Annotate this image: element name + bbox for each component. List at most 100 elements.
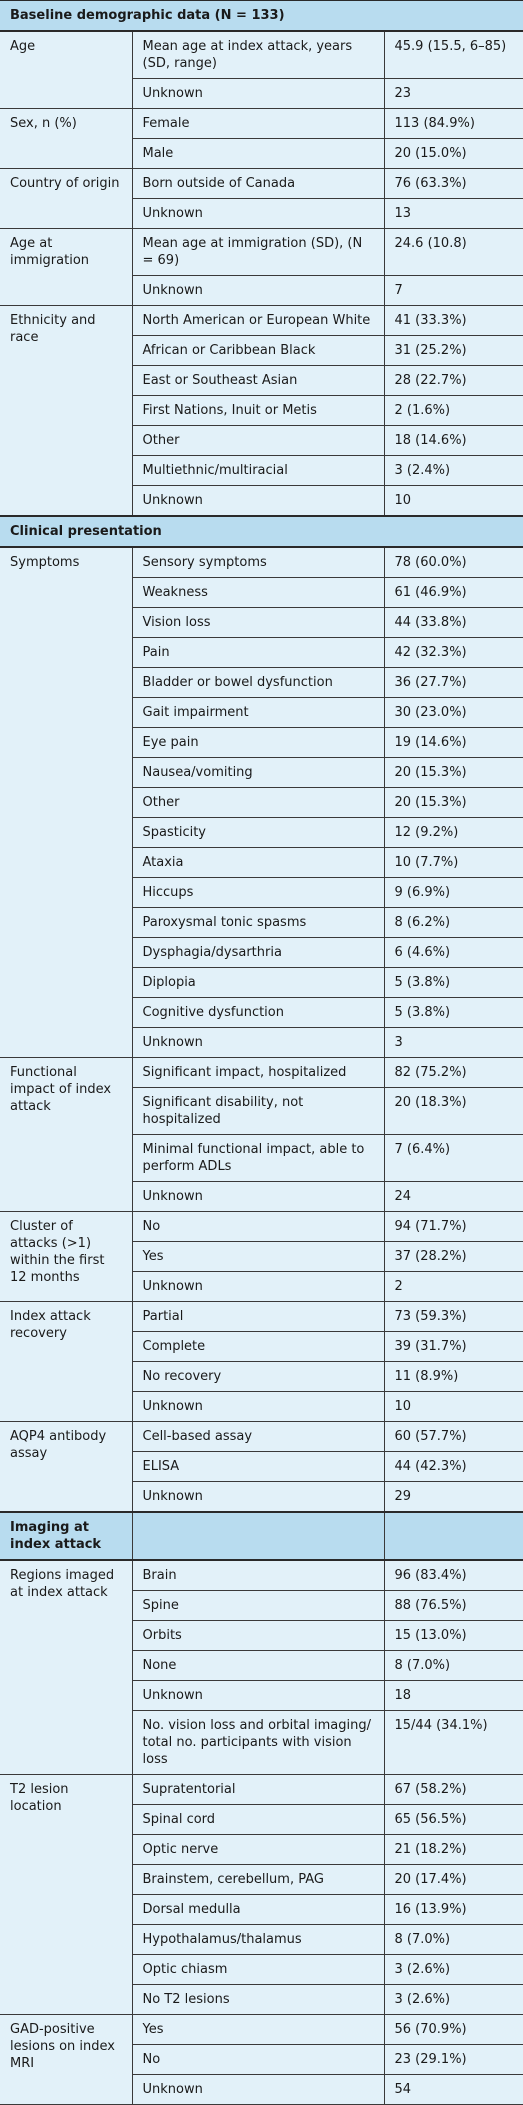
item-cell: ELISA	[132, 1451, 385, 1482]
value-cell: 94 (71.7%)	[384, 1211, 523, 1242]
value-cell: 41 (33.3%)	[384, 305, 523, 336]
item-cell: Supratentorial	[132, 1774, 385, 1805]
value-cell: 7	[384, 275, 523, 306]
item-cell: Cell-based assay	[132, 1421, 385, 1452]
table-row: Hiccups 9 (6.9%)	[0, 877, 523, 908]
item-cell: Weakness	[132, 577, 385, 608]
table-row: T2 lesion location Supratentorial 67 (58.2…	[0, 1774, 523, 2015]
section-title: Imaging at index attack	[0, 1511, 133, 1561]
item-cell: Male	[132, 138, 385, 169]
item-cell: Unknown	[132, 1271, 385, 1302]
table-row: Brainstem, cerebellum, PAG 20 (17.4%)	[0, 1864, 523, 1895]
item-cell: No T2 lesions	[132, 1984, 385, 2015]
value-cell: 10	[384, 1391, 523, 1422]
table-row: GAD-positive lesions on index MRI Yes 56 (…	[0, 2014, 523, 2105]
item-cell: Spasticity	[132, 817, 385, 848]
table-row: None 8 (7.0%)	[0, 1650, 523, 1681]
value-cell: 28 (22.7%)	[384, 365, 523, 396]
table-row: Other 18 (14.6%)	[0, 425, 523, 456]
table-row: Weakness 61 (46.9%)	[0, 577, 523, 608]
item-cell: Partial	[132, 1301, 385, 1332]
item-cell: Minimal functional impact, able to perfo…	[132, 1134, 385, 1182]
value-cell: 39 (31.7%)	[384, 1331, 523, 1362]
item-cell: Cognitive dysfunction	[132, 997, 385, 1028]
item-cell: Hiccups	[132, 877, 385, 908]
table-row: First Nations, Inuit or Metis 2 (1.6%)	[0, 395, 523, 426]
value-cell: 44 (33.8%)	[384, 607, 523, 638]
item-cell: Significant impact, hospitalized	[132, 1057, 385, 1088]
item-cell: Optic nerve	[132, 1834, 385, 1865]
value-cell: 23 (29.1%)	[384, 2044, 523, 2075]
value-cell: 5 (3.8%)	[384, 997, 523, 1028]
item-cell: Nausea/vomiting	[132, 757, 385, 788]
value-cell: 18 (14.6%)	[384, 425, 523, 456]
table-row: Ethnicity and race North American or Euro…	[0, 305, 523, 517]
section-header-cell	[384, 1511, 523, 1561]
table-row: Spine 88 (76.5%)	[0, 1590, 523, 1621]
group-label: Index attack recovery	[0, 1301, 133, 1422]
table-row: Other 20 (15.3%)	[0, 787, 523, 818]
item-cell: None	[132, 1650, 385, 1681]
table-row: Dysphagia/dysarthria 6 (4.6%)	[0, 937, 523, 968]
value-cell: 10	[384, 485, 523, 517]
table-row: Spinal cord 65 (56.5%)	[0, 1804, 523, 1835]
item-cell: Female	[132, 108, 385, 139]
item-cell: Other	[132, 787, 385, 818]
table-row: Cluster of attacks (>1) within the first…	[0, 1211, 523, 1302]
value-cell: 31 (25.2%)	[384, 335, 523, 366]
table-row: Bladder or bowel dysfunction 36 (27.7%)	[0, 667, 523, 698]
item-cell: Gait impairment	[132, 697, 385, 728]
item-cell: Diplopia	[132, 967, 385, 998]
value-cell: 8 (6.2%)	[384, 907, 523, 938]
table-row: Unknown 10	[0, 485, 523, 517]
item-cell: Complete	[132, 1331, 385, 1362]
value-cell: 54	[384, 2074, 523, 2105]
table-row: Functional impact of index attack Signifi…	[0, 1057, 523, 1212]
group-label: Functional impact of index attack	[0, 1057, 133, 1212]
item-cell: No. vision loss and orbital imaging/ tot…	[132, 1710, 385, 1775]
table-row: Cognitive dysfunction 5 (3.8%)	[0, 997, 523, 1028]
value-cell: 61 (46.9%)	[384, 577, 523, 608]
item-cell: Paroxysmal tonic spasms	[132, 907, 385, 938]
item-cell: Sensory symptoms	[132, 547, 385, 578]
value-cell: 24	[384, 1181, 523, 1212]
table-row: Ataxia 10 (7.7%)	[0, 847, 523, 878]
value-cell: 44 (42.3%)	[384, 1451, 523, 1482]
item-cell: Mean age at immigration (SD), (N = 69)	[132, 228, 385, 276]
item-cell: Vision loss	[132, 607, 385, 638]
group-label: Symptoms	[0, 547, 133, 1058]
value-cell: 9 (6.9%)	[384, 877, 523, 908]
item-cell: Unknown	[132, 1181, 385, 1212]
value-cell: 37 (28.2%)	[384, 1241, 523, 1272]
value-cell: 29	[384, 1481, 523, 1513]
table-row: No T2 lesions 3 (2.6%)	[0, 1984, 523, 2015]
item-cell: Multiethnic/multiracial	[132, 455, 385, 486]
table-row: Diplopia 5 (3.8%)	[0, 967, 523, 998]
table-row: Unknown 10	[0, 1391, 523, 1422]
table-row: Unknown 13	[0, 198, 523, 229]
section-header-row: Imaging at index attack	[0, 1511, 523, 1561]
table-row: Age at immigration Mean age at immigratio…	[0, 228, 523, 306]
table-row: AQP4 antibody assay Cell-based assay 60 (5…	[0, 1421, 523, 1513]
table-row: African or Caribbean Black 31 (25.2%)	[0, 335, 523, 366]
table-row: Unknown 24	[0, 1181, 523, 1212]
table-row: Unknown 23	[0, 78, 523, 109]
section-title: Clinical presentation	[0, 515, 523, 548]
value-cell: 5 (3.8%)	[384, 967, 523, 998]
table-row: Eye pain 19 (14.6%)	[0, 727, 523, 758]
value-cell: 30 (23.0%)	[384, 697, 523, 728]
value-cell: 21 (18.2%)	[384, 1834, 523, 1865]
group-label: GAD-positive lesions on index MRI	[0, 2014, 133, 2105]
table-row: Spasticity 12 (9.2%)	[0, 817, 523, 848]
item-cell: African or Caribbean Black	[132, 335, 385, 366]
item-cell: First Nations, Inuit or Metis	[132, 395, 385, 426]
item-cell: Unknown	[132, 198, 385, 229]
item-cell: Significant disability, not hospitalized	[132, 1087, 385, 1135]
table-row: Optic chiasm 3 (2.6%)	[0, 1954, 523, 1985]
value-cell: 20 (15.3%)	[384, 757, 523, 788]
table-row: Dorsal medulla 16 (13.9%)	[0, 1894, 523, 1925]
group-label: Age	[0, 31, 133, 109]
value-cell: 13	[384, 198, 523, 229]
item-cell: Unknown	[132, 1481, 385, 1513]
table-row: ELISA 44 (42.3%)	[0, 1451, 523, 1482]
